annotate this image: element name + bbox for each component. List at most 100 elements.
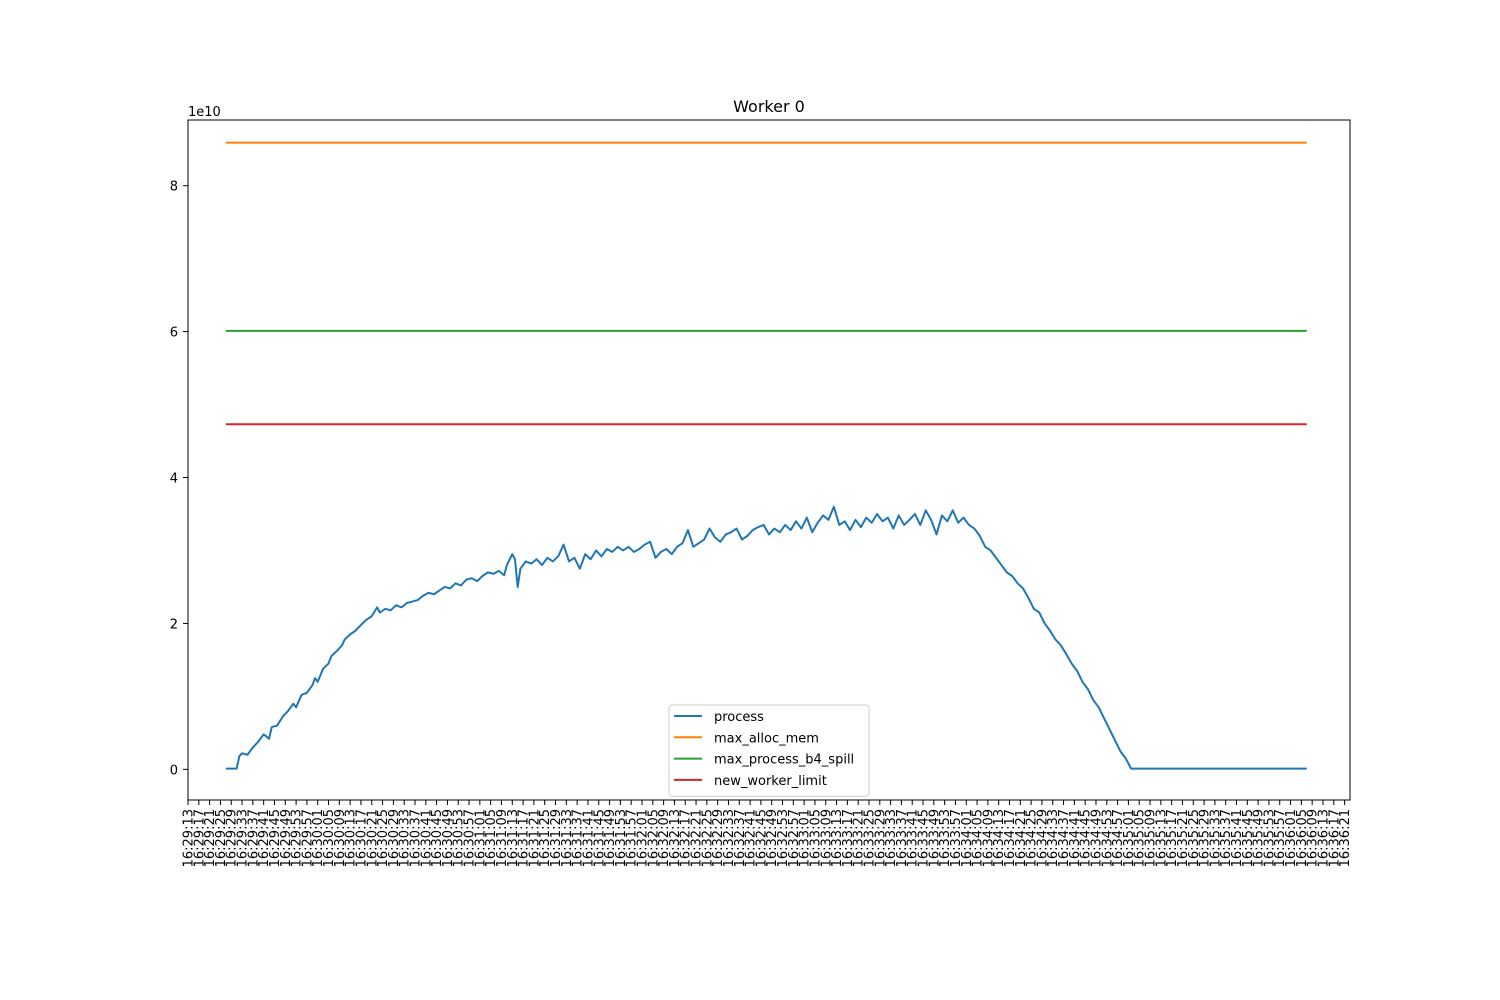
x-tick-label: 16:31:57 — [625, 809, 640, 867]
x-tick-label: 16:30:29 — [387, 809, 402, 867]
x-tick-label: 16:30:13 — [344, 809, 359, 867]
x-tick-label: 16:30:05 — [322, 809, 337, 867]
x-tick-label: 16:32:29 — [711, 809, 726, 867]
x-tick-label: 16:36:01 — [1284, 809, 1299, 867]
x-tick-label: 16:36:09 — [1306, 809, 1321, 867]
x-tick-label: 16:34:05 — [971, 809, 986, 867]
x-tick-label: 16:34:13 — [992, 809, 1007, 867]
series-layer — [225, 141, 1307, 770]
x-tick-label: 16:30:01 — [311, 809, 326, 867]
x-tick-label: 16:33:17 — [841, 809, 856, 867]
x-tick-label: 16:33:09 — [819, 809, 834, 867]
x-tick-label: 16:29:57 — [300, 809, 315, 867]
x-tick-label: 16:33:21 — [852, 809, 867, 867]
x-tick-label: 16:30:57 — [463, 809, 478, 867]
x-tick-label: 16:29:17 — [192, 809, 207, 867]
x-tick-label: 16:36:21 — [1338, 809, 1353, 867]
x-tick-label: 16:33:29 — [873, 809, 888, 867]
x-tick-label: 16:29:45 — [268, 809, 283, 867]
y-tick-label: 4 — [170, 472, 178, 487]
x-tick-label: 16:34:17 — [1003, 809, 1018, 867]
x-tick-label: 16:32:25 — [700, 809, 715, 867]
y-tick-label: 8 — [170, 180, 178, 195]
x-tick-label: 16:29:29 — [225, 809, 240, 867]
legend-label: new_worker_limit — [714, 774, 827, 789]
x-tick-label: 16:33:13 — [830, 809, 845, 867]
x-tick-label: 16:32:13 — [668, 809, 683, 867]
legend-label: max_process_b4_spill — [714, 753, 854, 768]
x-tick-label: 16:30:53 — [452, 809, 467, 867]
x-tick-label: 16:31:25 — [538, 809, 553, 867]
x-tick-label: 16:32:57 — [787, 809, 802, 867]
x-tick-label: 16:35:49 — [1252, 809, 1267, 867]
plot-frame — [187, 119, 1351, 801]
x-tick-label: 16:32:09 — [657, 809, 672, 867]
x-tick-label: 16:31:17 — [517, 809, 532, 867]
legend-box — [668, 704, 870, 797]
x-tick-label: 16:31:53 — [614, 809, 629, 867]
x-tick-label: 16:35:45 — [1241, 809, 1256, 867]
x-tick-label: 16:31:41 — [581, 809, 596, 867]
x-tick-label: 16:31:33 — [560, 809, 575, 867]
x-tick-label: 16:34:21 — [1014, 809, 1029, 867]
x-tick-label: 16:31:13 — [506, 809, 521, 867]
x-tick-label: 16:31:01 — [473, 809, 488, 867]
y-tick-label: 6 — [170, 326, 178, 341]
x-tick-label: 16:32:17 — [679, 809, 694, 867]
x-tick-label: 16:33:45 — [917, 809, 932, 867]
x-tick-label: 16:31:45 — [592, 809, 607, 867]
x-tick-label: 16:35:17 — [1165, 809, 1180, 867]
y-axis: 0 2 4 6 8 — [170, 180, 188, 778]
x-tick-label: 16:30:09 — [333, 809, 348, 867]
x-tick-label: 16:31:05 — [484, 809, 499, 867]
x-tick-label: 16:32:53 — [776, 809, 791, 867]
x-tick-label: 16:35:37 — [1219, 809, 1234, 867]
x-tick-label: 16:30:33 — [398, 809, 413, 867]
x-tick-label: 16:34:41 — [1068, 809, 1083, 867]
x-tick-label: 16:29:33 — [236, 809, 251, 867]
x-tick-label: 16:29:13 — [182, 809, 197, 867]
x-tick-label: 16:30:17 — [354, 809, 369, 867]
chart-title: Worker 0 — [733, 97, 805, 116]
x-tick-label: 16:33:25 — [862, 809, 877, 867]
x-tick-label: 16:34:01 — [960, 809, 975, 867]
x-tick-label: 16:33:01 — [798, 809, 813, 867]
x-tick-label: 16:36:17 — [1327, 809, 1342, 867]
x-tick-label: 16:29:25 — [214, 809, 229, 867]
x-tick-label: 16:30:37 — [409, 809, 424, 867]
x-tick-label: 16:32:49 — [765, 809, 780, 867]
x-tick-label: 16:29:49 — [279, 809, 294, 867]
x-tick-label: 16:35:21 — [1176, 809, 1191, 867]
x-tick-label: 16:30:49 — [441, 809, 456, 867]
x-tick-label: 16:35:41 — [1230, 809, 1245, 867]
x-tick-label: 16:31:49 — [603, 809, 618, 867]
x-tick-label: 16:30:41 — [419, 809, 434, 867]
x-tick-label: 16:32:01 — [635, 809, 650, 867]
x-tick-label: 16:35:13 — [1154, 809, 1169, 867]
x-tick-label: 16:35:05 — [1133, 809, 1148, 867]
x-tick-label: 16:34:25 — [1025, 809, 1040, 867]
y-tick-label: 0 — [170, 763, 178, 778]
legend-label: process — [714, 710, 764, 725]
x-tick-label: 16:29:21 — [203, 809, 218, 867]
x-tick-label: 16:35:53 — [1262, 809, 1277, 867]
x-tick-label: 16:33:05 — [808, 809, 823, 867]
x-tick-label: 16:36:13 — [1316, 809, 1331, 867]
series-line-process — [225, 505, 1307, 770]
x-axis: 16:29:1316:29:1716:29:2116:29:2516:29:29… — [182, 800, 1353, 867]
x-tick-label: 16:32:33 — [722, 809, 737, 867]
x-tick-label: 16:33:57 — [949, 809, 964, 867]
legend-label: max_alloc_mem — [714, 731, 819, 746]
x-tick-label: 16:35:25 — [1187, 809, 1202, 867]
x-tick-label: 16:35:57 — [1273, 809, 1288, 867]
x-tick-label: 16:31:21 — [527, 809, 542, 867]
x-tick-label: 16:32:45 — [754, 809, 769, 867]
x-tick-label: 16:36:05 — [1295, 809, 1310, 867]
x-tick-label: 16:32:21 — [690, 809, 705, 867]
x-tick-label: 16:30:45 — [430, 809, 445, 867]
x-tick-label: 16:34:37 — [1057, 809, 1072, 867]
x-tick-label: 16:34:33 — [1046, 809, 1061, 867]
y-scale-label: 1e10 — [188, 105, 221, 120]
